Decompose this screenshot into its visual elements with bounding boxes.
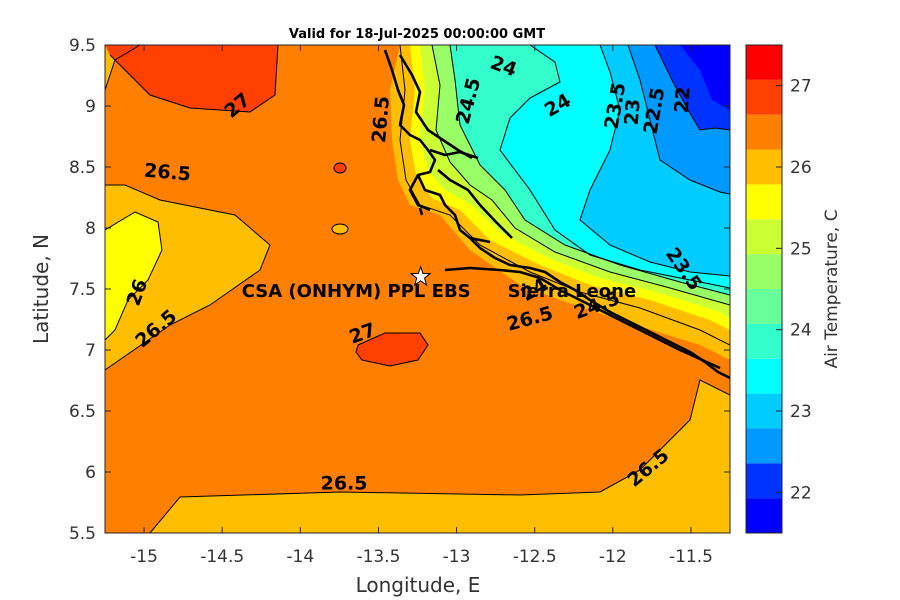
y-axis-label: Latitude, N (29, 234, 53, 344)
y-tick-label: 6.5 (69, 402, 96, 422)
x-tick-label: -12 (599, 547, 627, 567)
contour-line-26-5-top (105, 45, 141, 91)
contour-map (105, 45, 730, 533)
contour-line-26-west (105, 211, 163, 341)
contour-label: 22 (671, 86, 695, 114)
colorbar-tick-label: 22 (790, 483, 812, 503)
colorbar-swatch (746, 45, 782, 80)
colorbar-ticks: 22 23 24 25 26 27 (776, 77, 812, 503)
contour-label: 26.5 (143, 160, 192, 186)
y-tick-label: 6 (85, 463, 96, 483)
x-tick-label: -13 (443, 547, 471, 567)
contour-line-27-center (355, 332, 429, 367)
contour-line-26-5-south (149, 379, 730, 533)
colorbar-swatch (746, 428, 782, 464)
colorbar-swatch (746, 463, 782, 499)
colorbar-swatch (746, 254, 782, 289)
y-tick-label: 7.5 (69, 280, 96, 300)
x-axis-label: Longitude, E (356, 573, 481, 597)
coastline-rivers (408, 148, 721, 370)
band-27-nw (105, 45, 278, 112)
contour-island-26-5 (331, 223, 349, 235)
coastline-inner (398, 54, 541, 280)
x-tick-label: -11.5 (669, 547, 713, 567)
colorbar-swatch (746, 323, 782, 359)
map-title: Valid for 18-Jul-2025 00:00:00 GMT (289, 27, 545, 42)
x-tick-label: -14.5 (200, 547, 244, 567)
colorbar-swatch (746, 358, 782, 394)
band-27-island (333, 162, 347, 174)
colorbar-swatch (746, 219, 782, 255)
contour-label: 26.5 (368, 95, 394, 144)
colorbar (746, 45, 782, 533)
colorbar-tick-label: 26 (790, 158, 812, 178)
band-21-5 (680, 45, 730, 110)
y-tick-label: 8.5 (69, 158, 96, 178)
contour-line-coast-1 (399, 45, 730, 346)
region-label: Sierra Leone (508, 281, 637, 302)
site-marker (409, 265, 432, 287)
star-icon (409, 265, 432, 287)
colorbar-swatch (746, 289, 782, 324)
contour-line-23-5 (499, 45, 730, 289)
contour-line-27-nw (109, 45, 279, 113)
band-25-5-west (105, 212, 162, 340)
contour-line-26-5 (105, 184, 271, 371)
colorbar-label: Air Temperature, C (822, 209, 842, 368)
y-axis-ticks: 5.5 6 6.5 7 7.5 8 8.5 9 9.5 (69, 36, 730, 544)
colorbar-swatch (746, 184, 782, 220)
contour-line-22 (654, 45, 730, 131)
y-tick-label: 7 (85, 341, 96, 361)
colorbar-tick-label: 27 (790, 77, 812, 97)
contour-label: 26.5 (321, 473, 368, 495)
x-axis-ticks: -15 -14.5 -14 -13.5 -13 -12.5 -12 -11.5 (130, 45, 713, 567)
x-tick-label: -14 (286, 547, 314, 567)
y-tick-label: 5.5 (69, 524, 96, 544)
colorbar-frame (745, 44, 783, 534)
colorbar-tick-label: 25 (790, 239, 812, 259)
x-tick-label: -12.5 (513, 547, 557, 567)
contour-label: 23 (621, 98, 645, 126)
colorbar-swatch (746, 114, 782, 150)
y-tick-label: 9 (85, 97, 96, 117)
contour-line-coast-2 (431, 45, 730, 306)
contour-line-23 (579, 45, 730, 277)
x-tick-label: -13.5 (356, 547, 400, 567)
contour-line-24 (449, 45, 730, 296)
x-tick-label: -15 (130, 547, 158, 567)
contour-line-22-5 (627, 45, 730, 195)
colorbar-swatch (746, 498, 782, 533)
y-tick-label: 8 (85, 219, 96, 239)
colorbar-tick-label: 24 (790, 321, 812, 341)
y-tick-label: 9.5 (69, 36, 96, 56)
band-26-5 (105, 45, 730, 533)
site-label: CSA (ONHYM) PPL EBS (242, 281, 471, 302)
colorbar-tick-label: 23 (790, 402, 812, 422)
colorbar-swatch (746, 79, 782, 115)
band-27-center (356, 333, 428, 366)
